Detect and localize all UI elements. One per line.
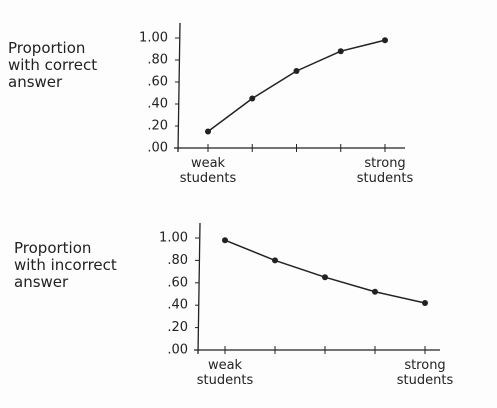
x-tick-label: strong students: [396, 358, 454, 388]
y-tick-label: .40: [167, 298, 188, 313]
data-line: [207, 39, 386, 133]
data-point: [422, 299, 428, 306]
y-tick-label: 1.00: [139, 31, 168, 46]
x-tick-label: weak students: [196, 358, 254, 388]
data-line: [224, 239, 426, 304]
y-axis-title: Proportion with incorrect answer: [14, 239, 117, 291]
y-tick-label: .20: [167, 320, 188, 335]
y-tick-label: .40: [147, 97, 168, 112]
y-axis: [177, 22, 181, 153]
data-point: [272, 257, 278, 264]
data-point: [382, 37, 388, 44]
y-tick-label: .80: [167, 253, 188, 268]
y-tick-label: .60: [147, 75, 168, 90]
data-point: [372, 288, 378, 295]
data-point: [322, 274, 328, 281]
x-tick-label: weak students: [179, 156, 237, 186]
y-axis-title: Proportion with correct answer: [8, 39, 98, 91]
y-tick-label: 1.00: [159, 231, 188, 246]
data-point: [249, 95, 256, 102]
x-tick-label: strong students: [356, 156, 414, 186]
y-tick-label: .60: [167, 275, 188, 290]
y-tick-label: .00: [147, 141, 168, 156]
data-point: [205, 128, 211, 135]
data-point: [293, 68, 300, 74]
y-tick-label: .80: [147, 53, 168, 68]
y-axis: [197, 222, 201, 355]
data-point: [337, 48, 344, 55]
y-tick-label: .00: [167, 343, 188, 358]
y-tick-label: .20: [147, 119, 168, 134]
data-point: [222, 237, 228, 244]
